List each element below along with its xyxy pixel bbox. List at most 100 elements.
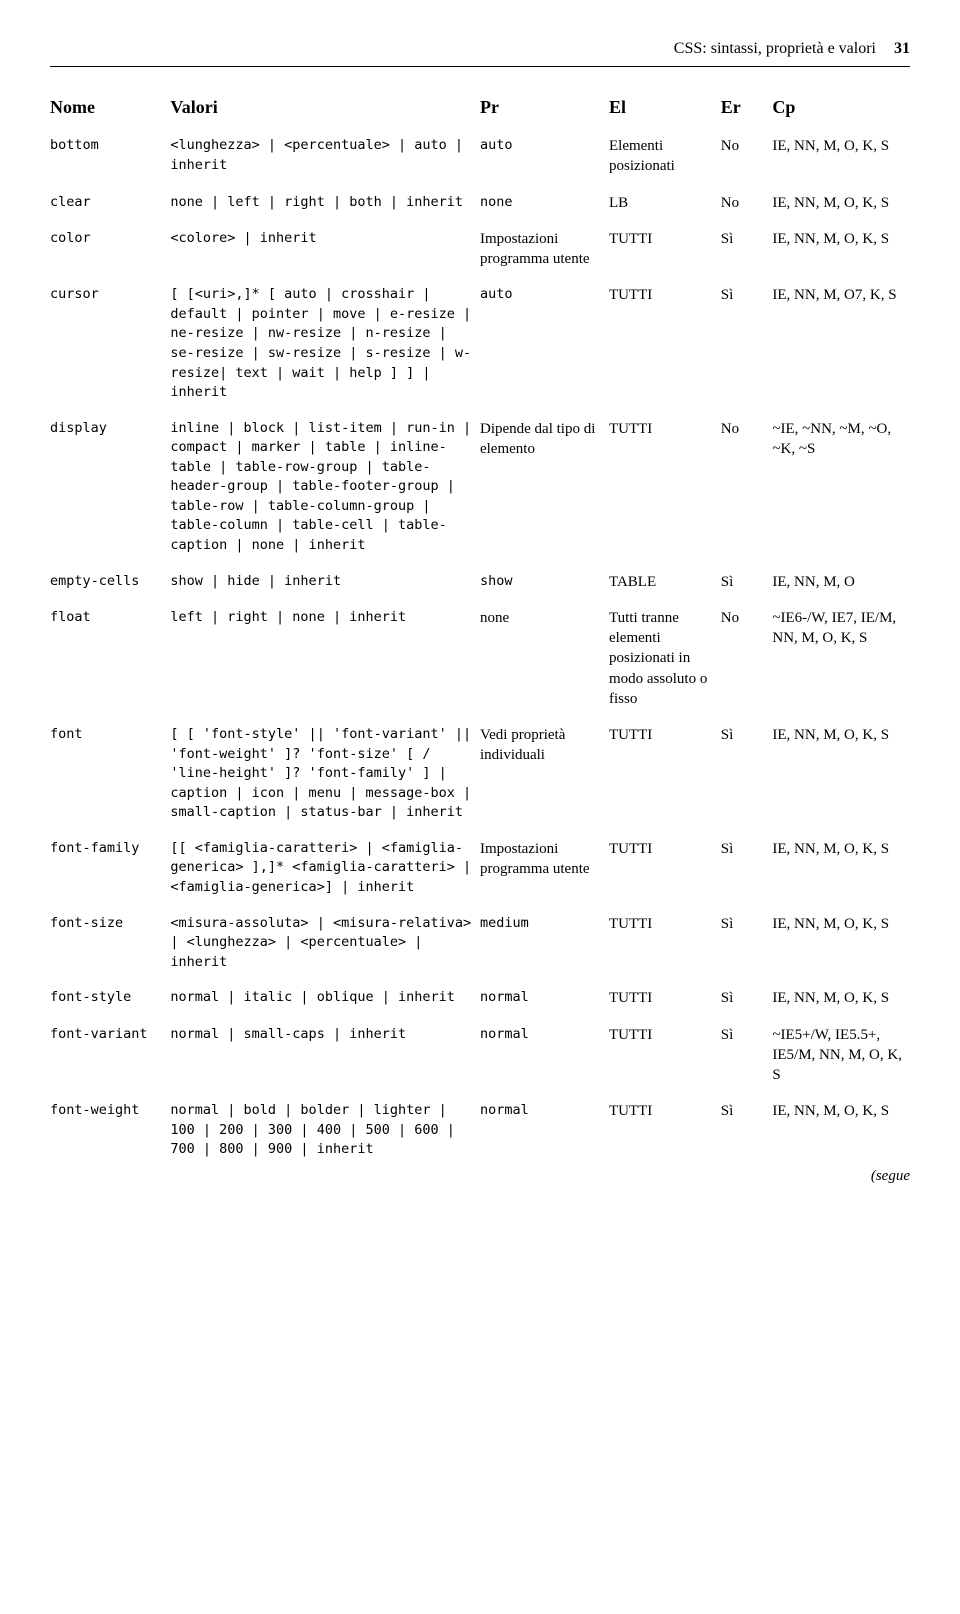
table-row: font-stylenormal | italic | oblique | in… xyxy=(50,980,910,1016)
cell-cp: IE, NN, M, O, K, S xyxy=(772,221,910,278)
cell-el: TUTTI xyxy=(609,980,721,1016)
table-row: empty-cellsshow | hide | inheritshowTABL… xyxy=(50,564,910,600)
cell-valori: inline | block | list-item | run-in | co… xyxy=(170,411,480,564)
running-head: CSS: sintassi, proprietà e valori 31 xyxy=(50,40,910,67)
table-header-row: Nome Valori Pr El Er Cp xyxy=(50,91,910,128)
cell-el: Elementi posizionati xyxy=(609,128,721,185)
cell-nome: empty-cells xyxy=(50,564,170,600)
table-row: font[ [ 'font-style' || 'font-variant' |… xyxy=(50,717,910,831)
col-er: Er xyxy=(721,91,773,128)
cell-pr: medium xyxy=(480,906,609,981)
cell-nome: font-variant xyxy=(50,1017,170,1094)
table-row: font-variantnormal | small-caps | inheri… xyxy=(50,1017,910,1094)
cell-valori: <colore> | inherit xyxy=(170,221,480,278)
col-nome: Nome xyxy=(50,91,170,128)
cell-cp: IE, NN, M, O, K, S xyxy=(772,906,910,981)
cell-pr: normal xyxy=(480,980,609,1016)
cell-nome: font-style xyxy=(50,980,170,1016)
cell-er: Sì xyxy=(721,717,773,831)
cell-pr: auto xyxy=(480,277,609,410)
cell-cp: IE, NN, M, O xyxy=(772,564,910,600)
cell-cp: IE, NN, M, O7, K, S xyxy=(772,277,910,410)
cell-pr: Impostazioni programma utente xyxy=(480,221,609,278)
cell-pr: normal xyxy=(480,1017,609,1094)
page-number: 31 xyxy=(894,40,910,57)
cell-er: Sì xyxy=(721,831,773,906)
cell-valori: [ [ 'font-style' || 'font-variant' || 'f… xyxy=(170,717,480,831)
col-pr: Pr xyxy=(480,91,609,128)
cell-cp: IE, NN, M, O, K, S xyxy=(772,980,910,1016)
cell-er: Sì xyxy=(721,980,773,1016)
cell-er: Sì xyxy=(721,1017,773,1094)
cell-el: TUTTI xyxy=(609,717,721,831)
cell-nome: cursor xyxy=(50,277,170,410)
table-row: floatleft | right | none | inheritnoneTu… xyxy=(50,600,910,717)
cell-er: No xyxy=(721,600,773,717)
css-properties-table: Nome Valori Pr El Er Cp bottom<lunghezza… xyxy=(50,91,910,1168)
cell-pr: none xyxy=(480,600,609,717)
table-row: font-family[[ <famiglia-caratteri> | <fa… xyxy=(50,831,910,906)
col-cp: Cp xyxy=(772,91,910,128)
cell-cp: IE, NN, M, O, K, S xyxy=(772,717,910,831)
cell-nome: color xyxy=(50,221,170,278)
cell-valori: none | left | right | both | inherit xyxy=(170,185,480,221)
cell-cp: ~IE, ~NN, ~M, ~O, ~K, ~S xyxy=(772,411,910,564)
col-el: El xyxy=(609,91,721,128)
cell-cp: IE, NN, M, O, K, S xyxy=(772,831,910,906)
cell-pr: none xyxy=(480,185,609,221)
cell-er: Sì xyxy=(721,564,773,600)
cell-el: LB xyxy=(609,185,721,221)
cell-pr: auto xyxy=(480,128,609,185)
cell-valori: <misura-assoluta> | <misura-relativa> | … xyxy=(170,906,480,981)
table-row: cursor[ [<uri>,]* [ auto | crosshair | d… xyxy=(50,277,910,410)
cell-el: TUTTI xyxy=(609,277,721,410)
cell-valori: normal | bold | bolder | lighter | 100 |… xyxy=(170,1093,480,1168)
table-row: font-weightnormal | bold | bolder | ligh… xyxy=(50,1093,910,1168)
cell-nome: display xyxy=(50,411,170,564)
cell-el: TUTTI xyxy=(609,1093,721,1168)
table-row: bottom<lunghezza> | <percentuale> | auto… xyxy=(50,128,910,185)
cell-valori: left | right | none | inherit xyxy=(170,600,480,717)
running-title: CSS: sintassi, proprietà e valori xyxy=(674,40,876,57)
cell-valori: [ [<uri>,]* [ auto | crosshair | default… xyxy=(170,277,480,410)
cell-el: Tutti tranne elementi posizionati in mod… xyxy=(609,600,721,717)
cell-nome: font-size xyxy=(50,906,170,981)
cell-er: Sì xyxy=(721,906,773,981)
cell-er: Sì xyxy=(721,277,773,410)
cell-el: TABLE xyxy=(609,564,721,600)
cell-pr: show xyxy=(480,564,609,600)
cell-nome: font xyxy=(50,717,170,831)
cell-el: TUTTI xyxy=(609,831,721,906)
cell-valori: normal | italic | oblique | inherit xyxy=(170,980,480,1016)
cell-el: TUTTI xyxy=(609,411,721,564)
cell-el: TUTTI xyxy=(609,1017,721,1094)
cell-er: No xyxy=(721,411,773,564)
cell-cp: ~IE6-/W, IE7, IE/M, NN, M, O, K, S xyxy=(772,600,910,717)
cell-valori: show | hide | inherit xyxy=(170,564,480,600)
cell-er: Sì xyxy=(721,1093,773,1168)
table-row: font-size<misura-assoluta> | <misura-rel… xyxy=(50,906,910,981)
cell-er: No xyxy=(721,128,773,185)
cell-cp: IE, NN, M, O, K, S xyxy=(772,1093,910,1168)
table-row: color<colore> | inheritImpostazioni prog… xyxy=(50,221,910,278)
cell-nome: clear xyxy=(50,185,170,221)
cell-pr: Dipende dal tipo di elemento xyxy=(480,411,609,564)
cell-el: TUTTI xyxy=(609,906,721,981)
continues-indicator: (segue xyxy=(50,1168,910,1185)
cell-nome: float xyxy=(50,600,170,717)
cell-nome: font-family xyxy=(50,831,170,906)
cell-cp: IE, NN, M, O, K, S xyxy=(772,128,910,185)
cell-nome: bottom xyxy=(50,128,170,185)
cell-cp: IE, NN, M, O, K, S xyxy=(772,185,910,221)
table-row: displayinline | block | list-item | run-… xyxy=(50,411,910,564)
cell-pr: Impostazioni programma utente xyxy=(480,831,609,906)
cell-cp: ~IE5+/W, IE5.5+, IE5/M, NN, M, O, K, S xyxy=(772,1017,910,1094)
cell-pr: normal xyxy=(480,1093,609,1168)
cell-valori: <lunghezza> | <percentuale> | auto | inh… xyxy=(170,128,480,185)
cell-valori: [[ <famiglia-caratteri> | <famiglia-gene… xyxy=(170,831,480,906)
table-row: clearnone | left | right | both | inheri… xyxy=(50,185,910,221)
cell-er: No xyxy=(721,185,773,221)
cell-er: Sì xyxy=(721,221,773,278)
cell-valori: normal | small-caps | inherit xyxy=(170,1017,480,1094)
col-valori: Valori xyxy=(170,91,480,128)
